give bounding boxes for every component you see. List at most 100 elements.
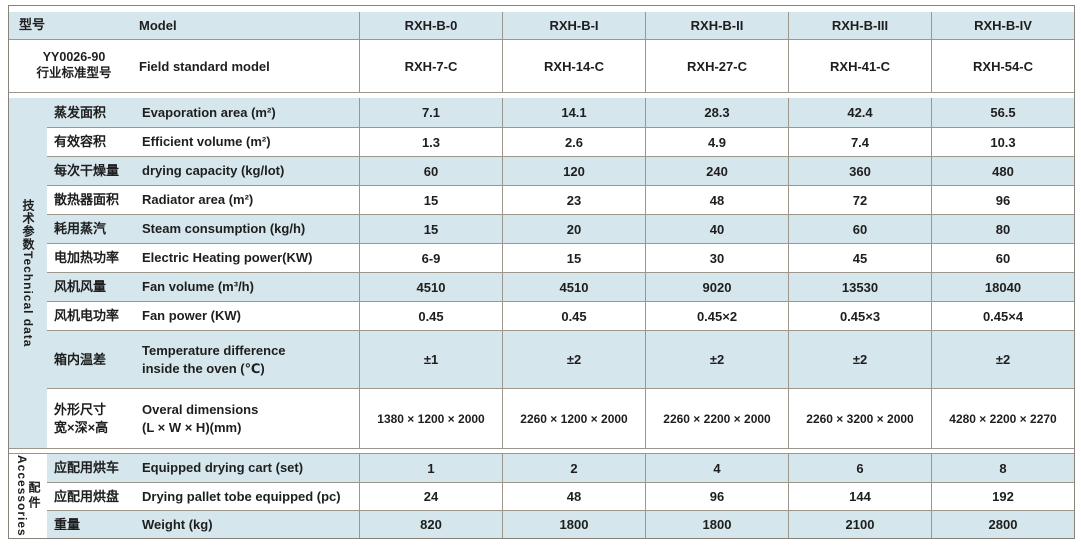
value-cell: 45 [788,244,931,272]
spec-table: 型号 Model RXH-B-0 RXH-B-I RXH-B-II RXH-B-… [8,5,1075,539]
section-separator [9,448,1074,454]
row-label: 重量 Weight (kg) [47,511,359,538]
model-cell: RXH-B-II [645,12,788,39]
row-label: 散热器面积 Radiator area (m²) [47,186,359,214]
standard-model-cell: RXH-41-C [788,40,931,92]
value-cell: 2800 [931,511,1074,538]
value-cell: 2260 × 2200 × 2000 [645,389,788,448]
technical-rows: 蒸发面积 Evaporation area (m²) 7.1 14.1 28.3 … [47,98,1074,448]
row-label-en: Evaporation area (m²) [142,104,276,120]
value-cell: 24 [359,483,502,510]
value-cell: 7.1 [359,98,502,127]
standard-model-cell: RXH-27-C [645,40,788,92]
row-label: 应配用烘盘 Drying pallet tobe equipped (pc) [47,483,359,510]
row-label-zh: 应配用烘车 [54,460,120,476]
row-label: 耗用蒸汽 Steam consumption (kg/h) [47,215,359,243]
value-cell: 2100 [788,511,931,538]
standard-model-label: YY0026-90 行业标准型号 Field standard model [9,40,359,92]
row-label: 电加热功率 Electric Heating power(KW) [47,244,359,272]
row-label-zh: 散热器面积 [54,192,120,208]
value-cell: 0.45 [502,302,645,330]
section-separator [9,92,1074,98]
section-label-zh: 技术参数 [21,198,35,251]
standard-model-row: YY0026-90 行业标准型号 Field standard model RX… [9,39,1074,92]
value-cell: 9020 [645,273,788,301]
row-label-en: Steam consumption (kg/h) [142,221,306,237]
row-label-en: Weight (kg) [142,516,213,532]
accessories-rows: 应配用烘车 Equipped drying cart (set) 1 2 4 6 … [47,454,1074,538]
table-row: 耗用蒸汽 Steam consumption (kg/h) 15 20 40 60… [47,214,1074,243]
value-cell: 1800 [645,511,788,538]
value-cell: 48 [502,483,645,510]
row-label: 有效容积 Efficient volume (m²) [47,128,359,156]
row-label-en: Electric Heating power(KW) [142,250,313,266]
value-cell: 2260 × 1200 × 2000 [502,389,645,448]
value-cell: 60 [931,244,1074,272]
value-cell: 4 [645,454,788,482]
table-row: 箱内温差 Temperature difference inside the ov… [47,330,1074,388]
row-label-en: Temperature difference inside the oven (… [142,342,286,376]
value-cell: 40 [645,215,788,243]
value-cell: 7.4 [788,128,931,156]
value-cell: 120 [502,157,645,185]
value-cell: 4280 × 2200 × 2270 [931,389,1074,448]
row-label-zh: 应配用烘盘 [54,488,120,504]
value-cell: 15 [502,244,645,272]
value-cell: 30 [645,244,788,272]
header-section: 型号 Model RXH-B-0 RXH-B-I RXH-B-II RXH-B-… [9,12,1074,92]
table-row: 有效容积 Efficient volume (m²) 1.3 2.6 4.9 7.… [47,127,1074,156]
row-label-zh: 电加热功率 [54,250,120,266]
row-label-en: drying capacity (kg/lot) [142,163,285,179]
value-cell: 10.3 [931,128,1074,156]
value-cell: 13530 [788,273,931,301]
row-label-zh: 蒸发面积 [54,104,107,120]
value-cell: 48 [645,186,788,214]
technical-data-section-strip: 技术参数Technical data [9,98,47,448]
row-label-en: Overal dimensions (L × W × H)(mm) [142,401,259,435]
value-cell: 144 [788,483,931,510]
row-label-zh: 重量 [54,516,81,532]
value-cell: 192 [931,483,1074,510]
row-label-zh: 耗用蒸汽 [54,221,107,237]
accessories-section-strip: Accessories 配件 [9,454,47,538]
row-label-zh: 风机风量 [54,279,107,295]
standard-model-cell: RXH-14-C [502,40,645,92]
technical-data-section-label: 技术参数Technical data [21,198,35,347]
value-cell: 2 [502,454,645,482]
row-label-zh: 每次干燥量 [54,163,120,179]
value-cell: 15 [359,186,502,214]
model-label-zh: 型号 [19,17,46,33]
value-cell: 1.3 [359,128,502,156]
value-cell: 6-9 [359,244,502,272]
row-label-zh: 箱内温差 [54,351,107,367]
value-cell: 18040 [931,273,1074,301]
row-label: 外形尺寸 宽×深×高 Overal dimensions (L × W × H)(… [47,389,359,448]
table-row: 应配用烘盘 Drying pallet tobe equipped (pc) 24… [47,482,1074,510]
row-label: 每次干燥量 drying capacity (kg/lot) [47,157,359,185]
row-label: 风机风量 Fan volume (m³/h) [47,273,359,301]
value-cell: 4510 [359,273,502,301]
model-header-row: 型号 Model RXH-B-0 RXH-B-I RXH-B-II RXH-B-… [9,12,1074,39]
table-row: 风机风量 Fan volume (m³/h) 4510 4510 9020 135… [47,272,1074,301]
row-label: 蒸发面积 Evaporation area (m²) [47,98,359,127]
value-cell: 820 [359,511,502,538]
value-cell: 0.45×2 [645,302,788,330]
value-cell: 6 [788,454,931,482]
row-label-zh: 有效容积 [54,134,107,150]
accessories-section: Accessories 配件 应配用烘车 Equipped drying cart… [9,454,1074,538]
value-cell: 42.4 [788,98,931,127]
value-cell: 80 [931,215,1074,243]
value-cell: 72 [788,186,931,214]
value-cell: 0.45×3 [788,302,931,330]
value-cell: 2260 × 3200 × 2000 [788,389,931,448]
row-label-en: Fan volume (m³/h) [142,279,254,295]
section-label-zh: 配件 [27,481,41,511]
value-cell: ±1 [359,331,502,388]
value-cell: 240 [645,157,788,185]
row-label-en: Efficient volume (m²) [142,134,271,150]
row-label: 应配用烘车 Equipped drying cart (set) [47,454,359,482]
value-cell: 23 [502,186,645,214]
table-row: 外形尺寸 宽×深×高 Overal dimensions (L × W × H)(… [47,388,1074,448]
value-cell: 15 [359,215,502,243]
value-cell: 0.45 [359,302,502,330]
